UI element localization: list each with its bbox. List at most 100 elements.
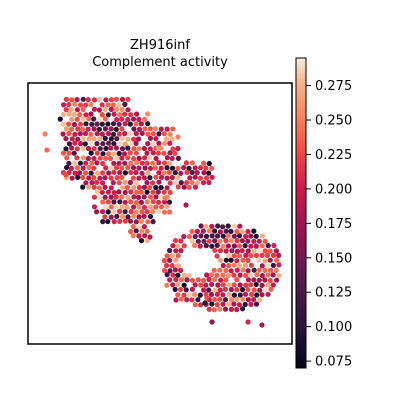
spot-point xyxy=(209,319,215,325)
spot-point xyxy=(208,272,214,278)
spot-point xyxy=(131,204,137,210)
spot-point xyxy=(130,116,137,122)
spot-point xyxy=(167,140,173,146)
spot-point xyxy=(212,276,218,283)
spot-point xyxy=(231,282,237,288)
spot-point xyxy=(167,180,173,186)
spot-point xyxy=(237,282,243,288)
spot-point xyxy=(134,111,140,117)
spot-point xyxy=(212,296,218,303)
spot-point xyxy=(63,107,69,113)
spot-point xyxy=(80,146,86,152)
spot-point xyxy=(102,116,108,122)
spot-point xyxy=(256,277,262,283)
spot-point xyxy=(181,282,187,288)
spot-point xyxy=(96,96,102,102)
spot-point xyxy=(156,131,162,137)
spot-point xyxy=(189,297,195,303)
spot-point xyxy=(119,116,125,122)
spot-point xyxy=(220,272,226,278)
spot-point xyxy=(71,111,77,117)
spot-point xyxy=(133,121,139,127)
spot-point xyxy=(222,306,229,312)
spot-point xyxy=(113,165,120,171)
spot-point xyxy=(175,165,181,171)
spot-point xyxy=(100,209,106,215)
spot-point xyxy=(169,174,175,181)
spot-point xyxy=(136,204,142,210)
spot-point xyxy=(83,160,89,166)
spot-point xyxy=(128,160,134,166)
spot-point xyxy=(108,185,114,191)
spot-point xyxy=(201,180,207,186)
spot-point xyxy=(108,106,114,112)
spot-point xyxy=(131,156,137,162)
spot-point xyxy=(105,199,111,205)
spot-point xyxy=(181,233,187,240)
spot-point xyxy=(170,243,176,249)
spot-point xyxy=(144,189,150,195)
spot-point xyxy=(108,204,114,210)
spot-point xyxy=(80,184,86,190)
spot-point xyxy=(139,209,145,215)
spot-point xyxy=(83,170,89,176)
spot-point xyxy=(186,184,192,190)
spot-point xyxy=(136,146,142,152)
spot-point xyxy=(111,151,117,157)
spot-point xyxy=(203,282,209,288)
spot-point xyxy=(142,155,148,161)
spot-point xyxy=(127,121,133,127)
spot-point xyxy=(122,160,128,166)
spot-point xyxy=(94,150,100,156)
spot-point xyxy=(225,273,231,279)
spot-point xyxy=(145,131,151,137)
spot-point xyxy=(105,102,111,108)
colorbar-tick-label: 0.175 xyxy=(315,217,352,232)
spot-point xyxy=(94,179,100,185)
spot-point xyxy=(94,160,100,166)
spot-point xyxy=(240,257,246,263)
spot-point xyxy=(248,272,254,278)
spot-point xyxy=(186,165,192,171)
spot-point xyxy=(111,141,117,147)
spot-point xyxy=(91,116,97,122)
spot-point xyxy=(144,199,150,205)
spot-point xyxy=(77,112,83,118)
spot-point xyxy=(262,286,268,292)
spot-point xyxy=(175,134,181,140)
spot-point xyxy=(136,214,142,220)
spot-point xyxy=(66,121,72,127)
spot-point xyxy=(147,165,154,171)
spot-point xyxy=(251,287,257,293)
spot-point xyxy=(175,253,181,259)
spot-point xyxy=(131,146,137,152)
spot-point xyxy=(206,179,212,186)
spot-point xyxy=(245,248,251,254)
spot-point xyxy=(57,116,63,122)
spot-point xyxy=(209,223,215,229)
spot-point xyxy=(86,175,92,181)
spot-point xyxy=(256,297,263,303)
spot-point xyxy=(75,174,81,180)
spot-point xyxy=(265,282,271,288)
spot-point xyxy=(130,175,136,181)
spot-point xyxy=(108,136,114,142)
spot-point xyxy=(158,194,164,201)
spot-point xyxy=(166,169,172,175)
spot-point xyxy=(105,151,112,157)
spot-point xyxy=(119,214,125,220)
spot-point xyxy=(262,258,268,264)
spot-point xyxy=(253,281,259,288)
spot-point xyxy=(164,126,170,132)
spot-point xyxy=(136,233,142,239)
spot-point xyxy=(136,155,142,161)
spot-point xyxy=(89,160,95,166)
spot-point xyxy=(231,233,237,239)
spot-point xyxy=(178,170,184,176)
spot-point xyxy=(167,150,173,156)
spot-point xyxy=(125,195,131,201)
spot-point xyxy=(262,267,268,274)
spot-point xyxy=(86,116,92,122)
spot-point xyxy=(158,126,164,132)
spot-point xyxy=(114,155,120,161)
